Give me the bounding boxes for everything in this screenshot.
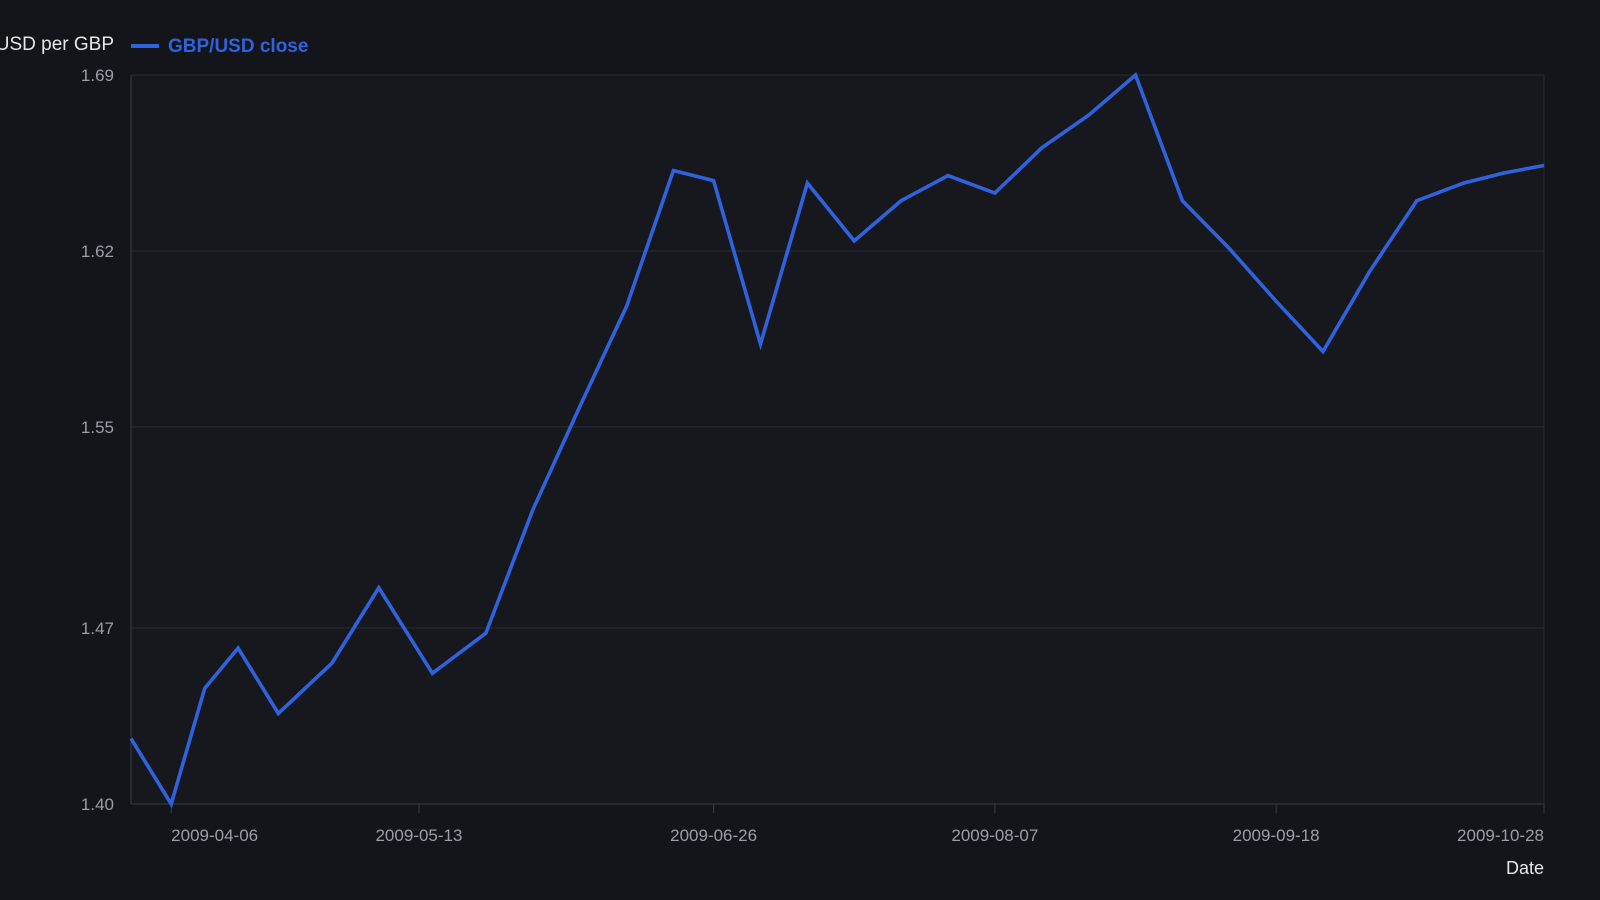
y-tick-label: 1.62 bbox=[81, 242, 114, 261]
x-tick-label: 2009-05-13 bbox=[375, 826, 462, 845]
x-tick-label: 2009-10-28 bbox=[1457, 826, 1544, 845]
y-tick-label: 1.69 bbox=[81, 66, 114, 85]
x-tick-label: 2009-08-07 bbox=[951, 826, 1038, 845]
series-line[interactable] bbox=[129, 71, 1545, 809]
y-tick-label: 1.40 bbox=[81, 795, 114, 814]
plot-background bbox=[131, 75, 1544, 804]
y-axis-label: USD per GBP bbox=[0, 34, 114, 55]
legend-label[interactable]: GBP/USD close bbox=[168, 36, 308, 57]
x-axis-label: Date bbox=[1506, 858, 1544, 878]
y-tick-label: 1.47 bbox=[81, 619, 114, 638]
x-axis-ticks: 2009-04-06 2009-05-13 2009-06-26 2009-08-07… bbox=[170, 804, 1545, 845]
y-tick-label: 1.55 bbox=[81, 418, 114, 437]
x-tick-label: 2009-04-06 bbox=[171, 826, 258, 845]
x-tick-label: 2009-06-26 bbox=[670, 826, 757, 845]
series-group bbox=[129, 71, 1545, 809]
axes bbox=[130, 74, 1545, 805]
legend[interactable]: GBP/USD close bbox=[131, 36, 308, 57]
y-axis-ticks: 1.40 1.47 1.55 1.62 1.69 bbox=[81, 66, 114, 814]
x-tick-label: 2009-09-18 bbox=[1233, 826, 1320, 845]
